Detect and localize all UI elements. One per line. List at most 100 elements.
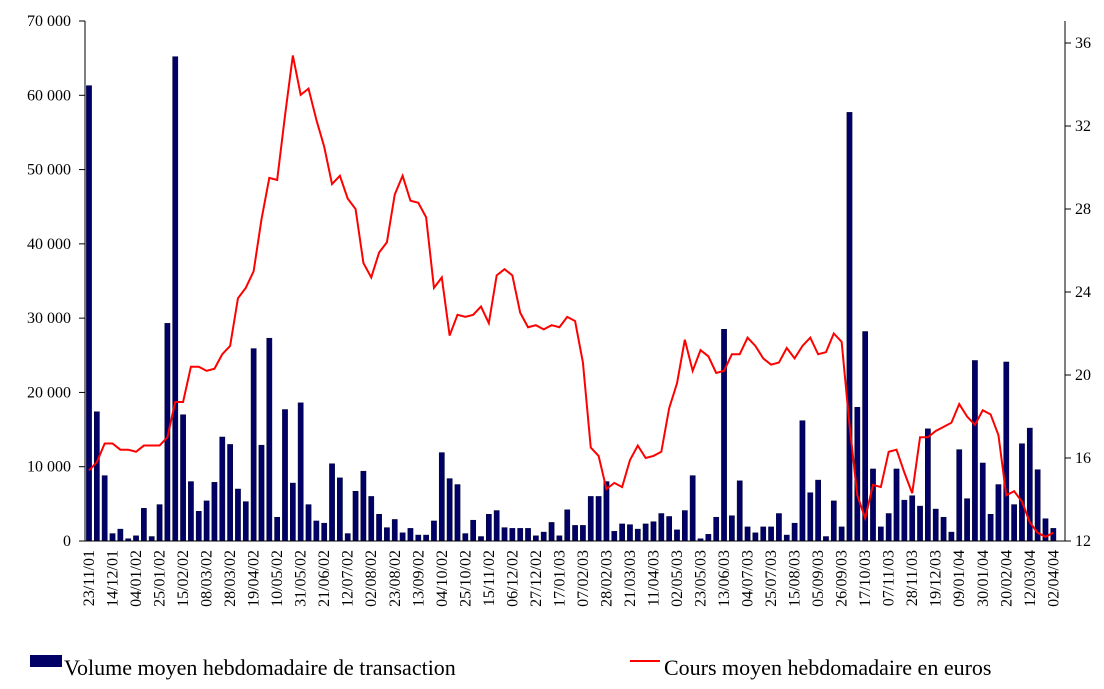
bar	[180, 414, 186, 542]
bar	[431, 520, 437, 542]
bar	[391, 519, 398, 542]
bar	[932, 508, 939, 542]
bar	[580, 525, 586, 542]
bar	[525, 528, 531, 542]
y2-tick-label: 24	[1075, 284, 1091, 301]
bar	[462, 533, 469, 542]
bar	[360, 470, 367, 542]
x-tick-label: 05/09/03	[810, 550, 827, 607]
bar	[282, 409, 288, 542]
x-tick-label: 23/08/02	[387, 550, 404, 607]
bar	[689, 475, 696, 542]
bar	[815, 479, 821, 542]
bar	[501, 527, 508, 542]
bar	[368, 496, 375, 542]
x-tick-label: 13/09/02	[410, 550, 427, 607]
bar	[1019, 443, 1025, 542]
bar	[564, 509, 571, 542]
bar	[627, 524, 633, 542]
bar	[595, 496, 602, 542]
x-tick-label: 31/05/02	[293, 550, 310, 607]
bar	[556, 535, 563, 542]
bar	[768, 526, 774, 542]
x-tick-label: 04/07/03	[740, 550, 757, 607]
bar	[964, 498, 970, 542]
bar	[86, 85, 92, 542]
x-tick-label: 21/06/02	[316, 550, 333, 607]
x-tick-label: 02/08/02	[363, 550, 380, 607]
bar	[266, 337, 273, 542]
bar	[642, 523, 649, 542]
x-tick-label: 12/03/04	[1022, 550, 1039, 607]
bar	[776, 513, 782, 542]
y2-tick-label: 36	[1075, 35, 1091, 52]
y-tick-label: 60 000	[27, 87, 71, 104]
x-tick-label: 15/02/02	[175, 550, 192, 607]
bar	[313, 520, 320, 542]
bar	[1003, 361, 1010, 542]
bar	[258, 444, 265, 542]
bar	[384, 527, 390, 542]
bar	[721, 329, 727, 542]
x-tick-label: 14/12/01	[105, 550, 122, 607]
bar	[203, 500, 210, 542]
bar	[752, 532, 759, 542]
y2-tick-label: 20	[1075, 367, 1091, 384]
bar	[838, 526, 845, 542]
legend-label: Cours moyen hebdomadaire en euros	[664, 655, 991, 680]
x-tick-label: 17/10/03	[857, 550, 874, 607]
bar	[478, 536, 484, 542]
bar	[493, 510, 500, 542]
bar	[446, 478, 453, 542]
bar	[995, 484, 1002, 542]
bar	[305, 504, 312, 542]
bar	[979, 462, 986, 542]
bar	[893, 468, 900, 542]
y-tick-label: 30 000	[27, 310, 71, 327]
y-tick-label: 70 000	[27, 13, 71, 30]
bar	[133, 535, 139, 542]
bar	[650, 521, 657, 542]
bar	[799, 420, 806, 542]
bar	[321, 522, 328, 542]
bar	[870, 468, 876, 542]
bar	[791, 522, 798, 542]
bar	[948, 531, 955, 542]
bar	[533, 535, 539, 542]
x-tick-label: 19/04/02	[246, 550, 263, 607]
bar	[211, 482, 218, 542]
y-tick-label: 40 000	[27, 236, 71, 253]
bar	[454, 484, 461, 542]
bar	[807, 492, 814, 542]
bar	[274, 516, 281, 542]
x-tick-label: 09/01/04	[951, 550, 968, 607]
x-tick-label: 06/12/02	[504, 550, 521, 607]
x-tick-label: 12/07/02	[340, 550, 357, 607]
x-tick-label: 15/08/03	[787, 550, 804, 607]
bar	[352, 490, 359, 542]
bar	[572, 525, 578, 542]
bar	[297, 402, 304, 542]
bar	[729, 515, 735, 542]
bar	[399, 532, 406, 542]
bar	[109, 533, 116, 542]
x-tick-label: 28/02/03	[598, 550, 615, 607]
bar	[376, 514, 382, 542]
y2-tick-label: 16	[1075, 450, 1091, 467]
bar	[188, 481, 194, 542]
bar	[940, 516, 947, 542]
bar	[148, 536, 155, 542]
y-tick-label: 10 000	[27, 459, 71, 476]
x-tick-label: 25/10/02	[457, 550, 474, 607]
bar	[517, 528, 524, 542]
bar	[783, 534, 790, 542]
y-tick-label: 50 000	[27, 162, 71, 179]
x-tick-label: 20/02/04	[998, 550, 1015, 607]
bar	[972, 360, 978, 542]
bar	[235, 488, 241, 542]
x-tick-label: 15/11/02	[481, 550, 498, 606]
bar	[1011, 504, 1017, 542]
bar	[219, 436, 226, 542]
x-tick-label: 02/05/03	[669, 550, 686, 607]
